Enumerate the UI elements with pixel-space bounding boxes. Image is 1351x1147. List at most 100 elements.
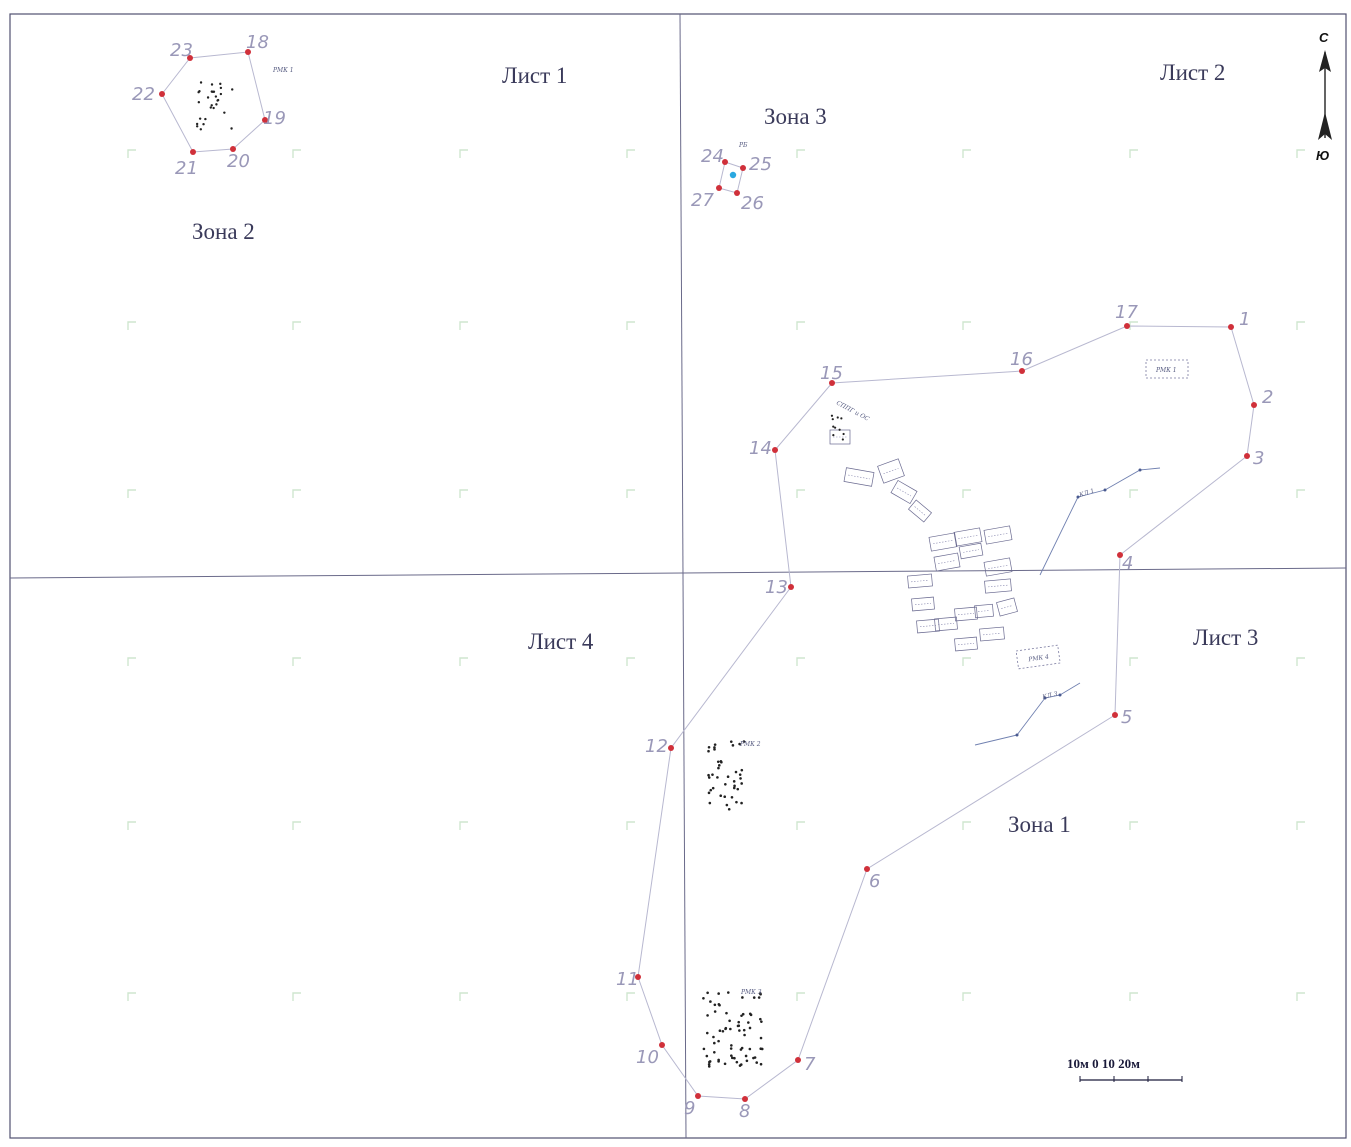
structure-box bbox=[934, 616, 958, 632]
north-arrow-icon: С Ю bbox=[1316, 30, 1332, 163]
survey-point-label-21: 21 bbox=[175, 158, 198, 179]
grid-tick bbox=[1129, 657, 1138, 666]
structures bbox=[829, 429, 1161, 746]
survey-point-label-5: 5 bbox=[1121, 707, 1132, 728]
structure-box bbox=[933, 552, 961, 572]
survey-point-label-10: 10 bbox=[636, 1047, 659, 1068]
survey-point-6 bbox=[864, 866, 870, 872]
survey-point-14 bbox=[772, 447, 778, 453]
survey-point-label-8: 8 bbox=[739, 1101, 750, 1122]
grid-tick bbox=[1296, 821, 1305, 830]
survey-point-15 bbox=[829, 380, 835, 386]
grid-tick bbox=[962, 321, 971, 330]
structure-box bbox=[979, 626, 1005, 642]
structure-box bbox=[916, 618, 940, 634]
survey-point-label-2: 2 bbox=[1262, 387, 1273, 408]
structure-box bbox=[954, 636, 978, 652]
survey-point-label-4: 4 bbox=[1122, 553, 1133, 574]
survey-point-label-22: 22 bbox=[132, 84, 155, 105]
grid-tick bbox=[127, 321, 136, 330]
sheet-divider-vertical bbox=[679, 13, 687, 1139]
grid-tick bbox=[292, 149, 301, 158]
kl3-label: КЛ 3 bbox=[1041, 690, 1059, 701]
structure-box bbox=[983, 557, 1013, 577]
survey-point-5 bbox=[1112, 712, 1118, 718]
sheet-label-3: Лист 3 bbox=[1193, 625, 1258, 650]
rmk4-box: РМК 4 bbox=[1015, 644, 1061, 670]
dot-clusters bbox=[195, 81, 845, 1068]
zone-label-3: Зона 3 bbox=[764, 104, 827, 129]
grid-tick bbox=[127, 992, 136, 1001]
ugp-label: СППГ и ОС bbox=[835, 400, 871, 423]
grid-tick bbox=[127, 149, 136, 158]
grid-tick bbox=[626, 992, 635, 1001]
zone1-boundary bbox=[637, 325, 1255, 1100]
survey-point-7 bbox=[795, 1057, 801, 1063]
grid-tick bbox=[796, 149, 805, 158]
grid-tick bbox=[796, 992, 805, 1001]
survey-point-label-18: 18 bbox=[246, 32, 269, 53]
survey-point-label-11: 11 bbox=[616, 969, 639, 990]
scale-bar: 10м 0 10 20м bbox=[1067, 1056, 1183, 1082]
zone2-boundary bbox=[161, 51, 266, 153]
zone-label-2: Зона 2 bbox=[192, 219, 255, 244]
survey-point-label-16: 16 bbox=[1010, 349, 1033, 370]
compass-south-label: Ю bbox=[1316, 148, 1330, 163]
grid-tick-marks bbox=[127, 149, 1305, 1001]
survey-point-10 bbox=[659, 1042, 665, 1048]
survey-point-label-13: 13 bbox=[765, 577, 788, 598]
structure-box bbox=[953, 527, 983, 547]
survey-point-25 bbox=[740, 165, 746, 171]
survey-point-17 bbox=[1124, 323, 1130, 329]
structure-box bbox=[958, 542, 984, 560]
structure-box bbox=[984, 578, 1012, 594]
survey-point-label-12: 12 bbox=[645, 736, 668, 757]
grid-tick bbox=[459, 149, 468, 158]
structure-box bbox=[843, 467, 875, 487]
grid-tick bbox=[962, 489, 971, 498]
survey-point-label-3: 3 bbox=[1253, 448, 1264, 469]
grid-tick bbox=[459, 321, 468, 330]
survey-point-27 bbox=[716, 185, 722, 191]
grid-tick bbox=[796, 821, 805, 830]
survey-point-label-26: 26 bbox=[741, 193, 764, 214]
survey-point-label-1: 1 bbox=[1239, 309, 1250, 330]
survey-point-12 bbox=[668, 745, 674, 751]
grid-tick bbox=[459, 821, 468, 830]
grid-tick bbox=[626, 657, 635, 666]
survey-point-label-27: 27 bbox=[691, 190, 714, 211]
survey-point-24 bbox=[722, 159, 728, 165]
grid-tick bbox=[1129, 992, 1138, 1001]
scale-bar-label: 10м 0 10 20м bbox=[1067, 1056, 1140, 1071]
survey-point-4 bbox=[1117, 552, 1123, 558]
sheet-label-1: Лист 1 bbox=[502, 63, 567, 88]
grid-tick bbox=[127, 489, 136, 498]
survey-point-label-15: 15 bbox=[820, 363, 843, 384]
grid-tick bbox=[292, 657, 301, 666]
survey-point-19 bbox=[262, 117, 268, 123]
grid-tick bbox=[796, 321, 805, 330]
rmk1-box: РМК 1 bbox=[1145, 359, 1189, 379]
svg-text:РМК 1: РМК 1 bbox=[1155, 367, 1177, 374]
grid-tick bbox=[127, 657, 136, 666]
grid-tick bbox=[1296, 149, 1305, 158]
zone-label-1: Зона 1 bbox=[1008, 812, 1071, 837]
grid-tick bbox=[626, 321, 635, 330]
survey-point-18 bbox=[245, 49, 251, 55]
grid-tick bbox=[962, 992, 971, 1001]
rmk1-zone2-label: РМК 1 bbox=[272, 67, 294, 74]
grid-tick bbox=[1296, 489, 1305, 498]
grid-tick bbox=[292, 821, 301, 830]
structure-box bbox=[907, 573, 933, 589]
survey-point-label-9: 9 bbox=[684, 1098, 695, 1119]
structure-box bbox=[877, 458, 905, 484]
grid-tick bbox=[292, 489, 301, 498]
grid-tick bbox=[1296, 321, 1305, 330]
grid-tick bbox=[626, 821, 635, 830]
survey-point-label-14: 14 bbox=[749, 438, 772, 459]
sheet-label-2: Лист 2 bbox=[1160, 60, 1225, 85]
rb-label: РБ bbox=[738, 142, 748, 149]
kl1-label: КЛ 1 bbox=[1078, 487, 1096, 499]
grid-tick bbox=[962, 821, 971, 830]
